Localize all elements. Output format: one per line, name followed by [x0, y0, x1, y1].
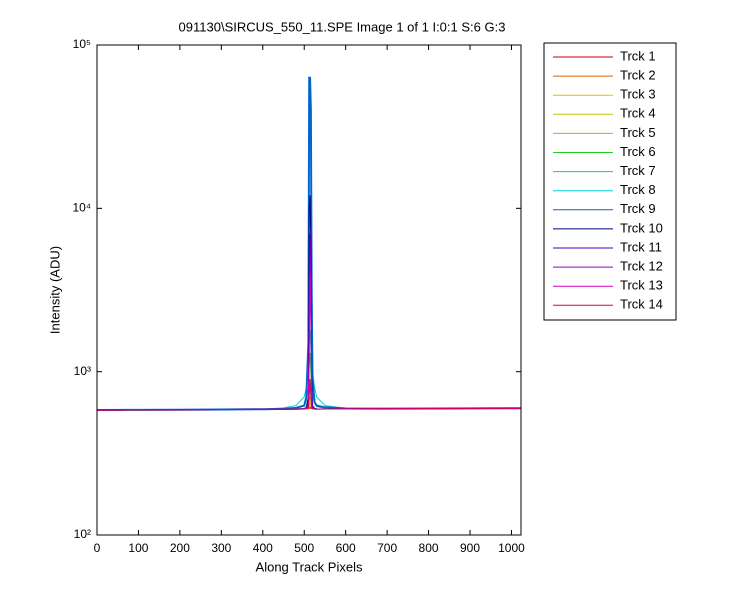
x-tick-label: 900: [460, 541, 480, 555]
x-tick-label: 600: [336, 541, 356, 555]
x-tick-label: 700: [377, 541, 397, 555]
legend-label: Trck 6: [620, 144, 656, 159]
legend-label: Trck 3: [620, 87, 656, 102]
legend-label: Trck 14: [620, 297, 663, 312]
legend-label: Trck 7: [620, 163, 656, 178]
x-tick-label: 800: [419, 541, 439, 555]
y-tick-label: 10⁴: [72, 201, 91, 215]
x-tick-label: 400: [253, 541, 273, 555]
chart-title: 091130\SIRCUS_550_11.SPE Image 1 of 1 I:…: [179, 19, 506, 34]
x-tick-label: 0: [94, 541, 101, 555]
legend-box: [543, 42, 677, 321]
legend-label: Trck 9: [620, 201, 656, 216]
series-line: [96, 379, 522, 411]
x-tick-label: 1000: [498, 541, 525, 555]
legend-label: Trck 1: [620, 48, 656, 63]
legend-label: Trck 10: [620, 220, 663, 235]
y-axis-label: Intensity (ADU): [47, 246, 62, 334]
y-tick-label: 10⁵: [73, 37, 91, 51]
x-axis-label: Along Track Pixels: [256, 559, 363, 574]
lines: [96, 76, 522, 412]
legend-label: Trck 2: [620, 68, 656, 83]
legend-label: Trck 5: [620, 125, 656, 140]
x-tick-label: 500: [294, 541, 314, 555]
axes-box: [96, 44, 522, 536]
legend-label: Trck 4: [620, 106, 656, 121]
legend-label: Trck 13: [620, 278, 663, 293]
legend-label: Trck 8: [620, 182, 656, 197]
legend-label: Trck 12: [620, 259, 663, 274]
y-tick-label: 10³: [74, 364, 91, 378]
legend-label: Trck 11: [620, 239, 662, 254]
x-tick-label: 100: [128, 541, 148, 555]
y-tick-label: 10²: [74, 527, 91, 541]
x-tick-label: 300: [211, 541, 231, 555]
x-tick-label: 200: [170, 541, 190, 555]
